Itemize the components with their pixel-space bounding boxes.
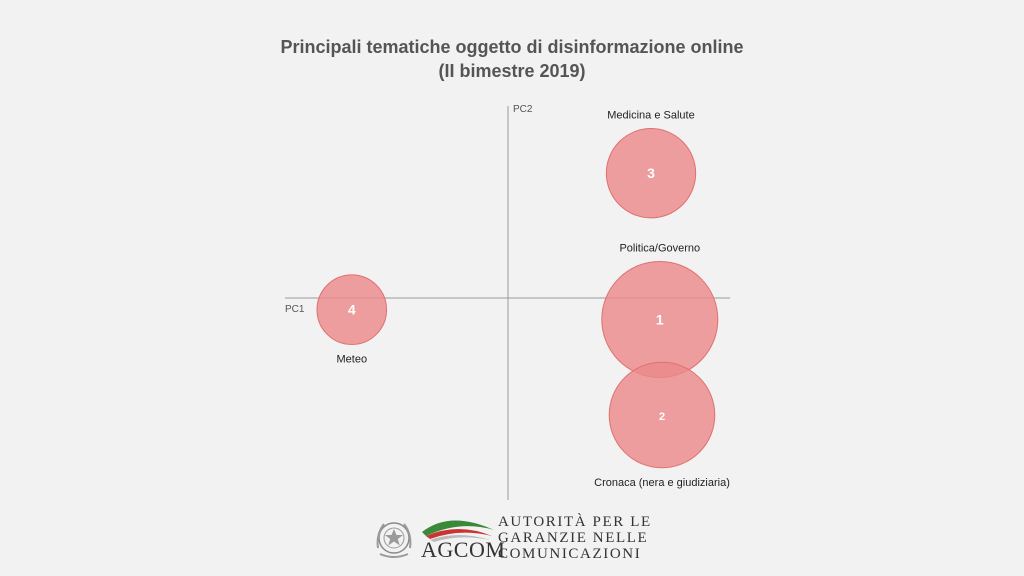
authority-line: COMUNICAZIONI — [498, 546, 642, 562]
bubble-4 — [316, 274, 388, 346]
chart-subtitle: (II bimestre 2019) — [438, 61, 586, 81]
bubbles: 1 Politica/Governo 2 Cronaca (nera e giudiz… — [316, 110, 730, 489]
bubble-number: 1 — [656, 311, 664, 327]
bubble-number: 3 — [647, 165, 655, 181]
agcom-logo-text: AGCOM — [421, 537, 506, 562]
agcom-swoosh-icon — [422, 520, 494, 542]
authority-line: AUTORITÀ PER LE — [498, 514, 652, 530]
y-axis-label: PC2 — [513, 104, 533, 115]
bubble-3 — [605, 128, 697, 219]
bubble-number: 4 — [348, 302, 356, 318]
x-axis-label: PC1 — [285, 304, 305, 315]
footer-logos: AGCOM AUTORITÀ PER LE GARANZIE NELLE COM… — [370, 512, 670, 568]
bubble-label: Medicina e Salute — [607, 110, 694, 122]
bubble-number: 2 — [659, 411, 665, 423]
authority-line: GARANZIE NELLE — [498, 530, 649, 546]
authority-name: AUTORITÀ PER LE GARANZIE NELLE COMUNICAZ… — [498, 514, 670, 562]
bubble-label: Politica/Governo — [619, 242, 700, 254]
chart-title: Principali tematiche oggetto di disinfor… — [280, 37, 744, 57]
bubble-label: Cronaca (nera e giudiziaria) — [594, 477, 730, 489]
bubble-2 — [608, 361, 716, 469]
bubble-label: Meteo — [337, 354, 368, 366]
italian-emblem-icon — [376, 522, 412, 558]
